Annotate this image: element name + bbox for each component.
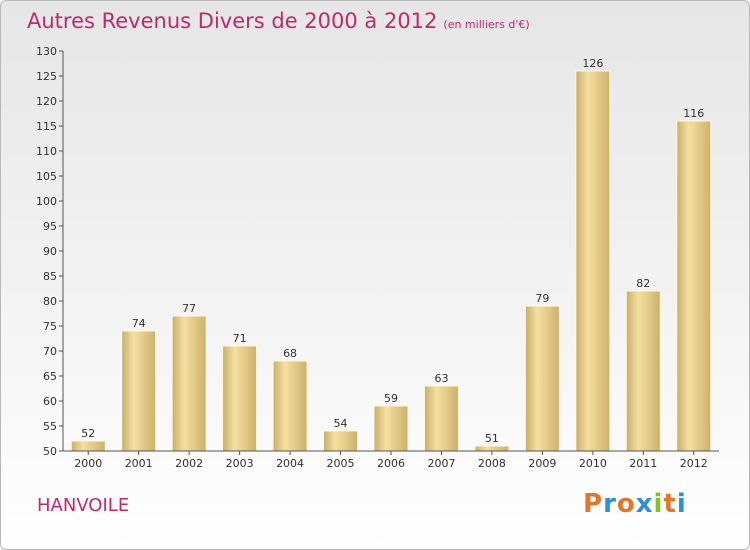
y-axis: 50 55 60 65 70 75 80 85 90 95 100 105 110 115 120 125 13… [36,45,64,458]
x-axis: 2000 2001 2002 2003 2004 2005 2006 2007 2008 2009… [63,450,719,470]
x-tick-label-2003: 2003 [226,457,254,470]
x-tick-label-2002: 2002 [175,457,203,470]
y-tick-label: 105 [36,170,57,183]
value-label-2011: 82 [636,277,650,290]
x-tick-label-2011: 2011 [629,457,657,470]
value-label-2006: 59 [384,392,398,405]
location-name: HANVOILE [37,495,130,516]
y-tick-label: 80 [43,295,57,308]
x-tick-label-2010: 2010 [579,457,607,470]
y-tick-label: 115 [36,120,57,133]
value-label-2004: 68 [283,347,297,360]
logo-letter: i [653,489,664,519]
value-label-2003: 71 [233,332,247,345]
bar-2008 [474,445,510,452]
value-label-2008: 51 [485,432,499,445]
value-label-2010: 126 [582,57,603,70]
y-tick-label: 70 [43,345,57,358]
proxiti-logo: Proxiti [583,489,687,519]
title-text: Autres Revenus Divers de 2000 à 2012 [27,9,438,33]
logo-letter: r [603,489,617,519]
value-label-2009: 79 [535,292,549,305]
bar-2005 [323,430,359,452]
y-tick-label: 65 [43,370,57,383]
x-tick-label-2004: 2004 [276,457,304,470]
y-tick-label: 90 [43,245,57,258]
y-tick-label: 130 [36,45,57,58]
y-tick-label: 55 [43,420,57,433]
y-tick-label: 95 [43,220,57,233]
logo-letter: t [663,489,677,519]
bar-2007 [423,385,459,452]
x-tick-label-2007: 2007 [427,457,455,470]
bar-2004 [272,360,308,452]
title-unit: (en milliers d'€) [443,18,530,31]
logo-letter: i [676,489,687,519]
x-tick-label-2009: 2009 [528,457,556,470]
x-tick-label-2006: 2006 [377,457,405,470]
logo-letter: P [583,489,604,519]
x-tick-label-2012: 2012 [680,457,708,470]
y-tick-label: 120 [36,95,57,108]
bar-2011 [625,290,661,452]
bar-2006 [373,405,409,452]
chart-title: Autres Revenus Divers de 2000 à 2012 (en … [27,9,530,33]
y-tick-label: 100 [36,195,57,208]
y-tick-label: 60 [43,395,57,408]
bar-2003 [222,345,258,452]
logo-letter: o [616,489,636,519]
value-label-2005: 54 [334,417,348,430]
bar-2000 [70,440,106,452]
bars: 52 74 77 71 68 54 59 63 51 79 126 82 116 [70,57,712,452]
y-tick-label: 125 [36,70,57,83]
value-label-2000: 52 [81,427,95,440]
bar-2002 [171,315,207,452]
logo-letter: x [635,489,654,519]
bar-2009 [524,305,560,452]
value-label-2002: 77 [182,302,196,315]
x-tick-label-2000: 2000 [74,457,102,470]
y-tick-label: 50 [43,445,57,458]
y-tick-label: 110 [36,145,57,158]
value-label-2001: 74 [132,317,146,330]
x-tick-label-2008: 2008 [478,457,506,470]
y-tick-label: 85 [43,270,57,283]
bar-2012 [676,120,712,452]
value-label-2012: 116 [683,107,704,120]
value-label-2007: 63 [434,372,448,385]
x-tick-label-2001: 2001 [125,457,153,470]
bar-2010 [575,70,611,452]
x-tick-label-2005: 2005 [327,457,355,470]
bar-2001 [121,330,157,452]
y-tick-label: 75 [43,320,57,333]
